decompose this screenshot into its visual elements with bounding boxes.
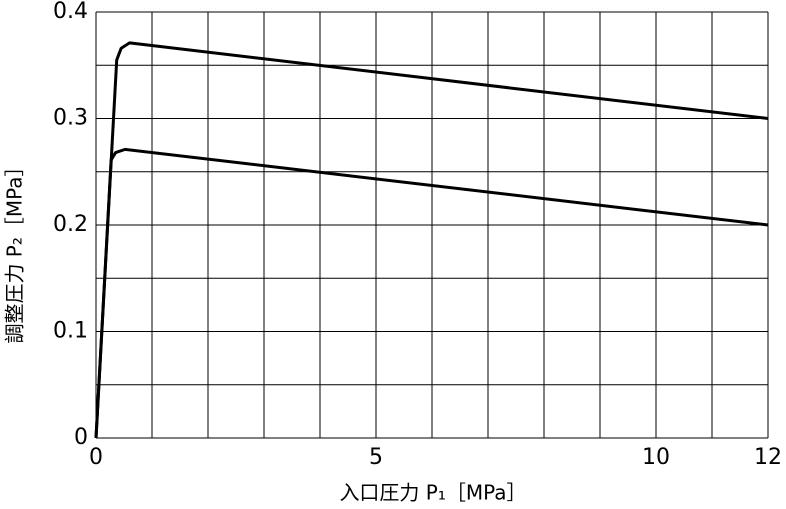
y-tick-label: 0.2	[53, 212, 88, 237]
y-tick-label: 0.3	[53, 106, 88, 131]
x-axis-label: 入口圧力 P₁［MPa］	[339, 481, 526, 505]
x-tick-label: 5	[369, 445, 383, 470]
line-series	[94, 147, 769, 439]
y-tick-label: 0	[74, 425, 88, 450]
x-tick-label: 0	[89, 445, 103, 470]
x-tick-label: 12	[754, 445, 782, 470]
y-tick-label: 0.1	[53, 319, 88, 344]
x-tick-label: 10	[642, 445, 670, 470]
y-tick-label: 0.4	[53, 0, 88, 24]
y-axis-label: 調整圧力 P₂［MPa］	[3, 156, 27, 343]
